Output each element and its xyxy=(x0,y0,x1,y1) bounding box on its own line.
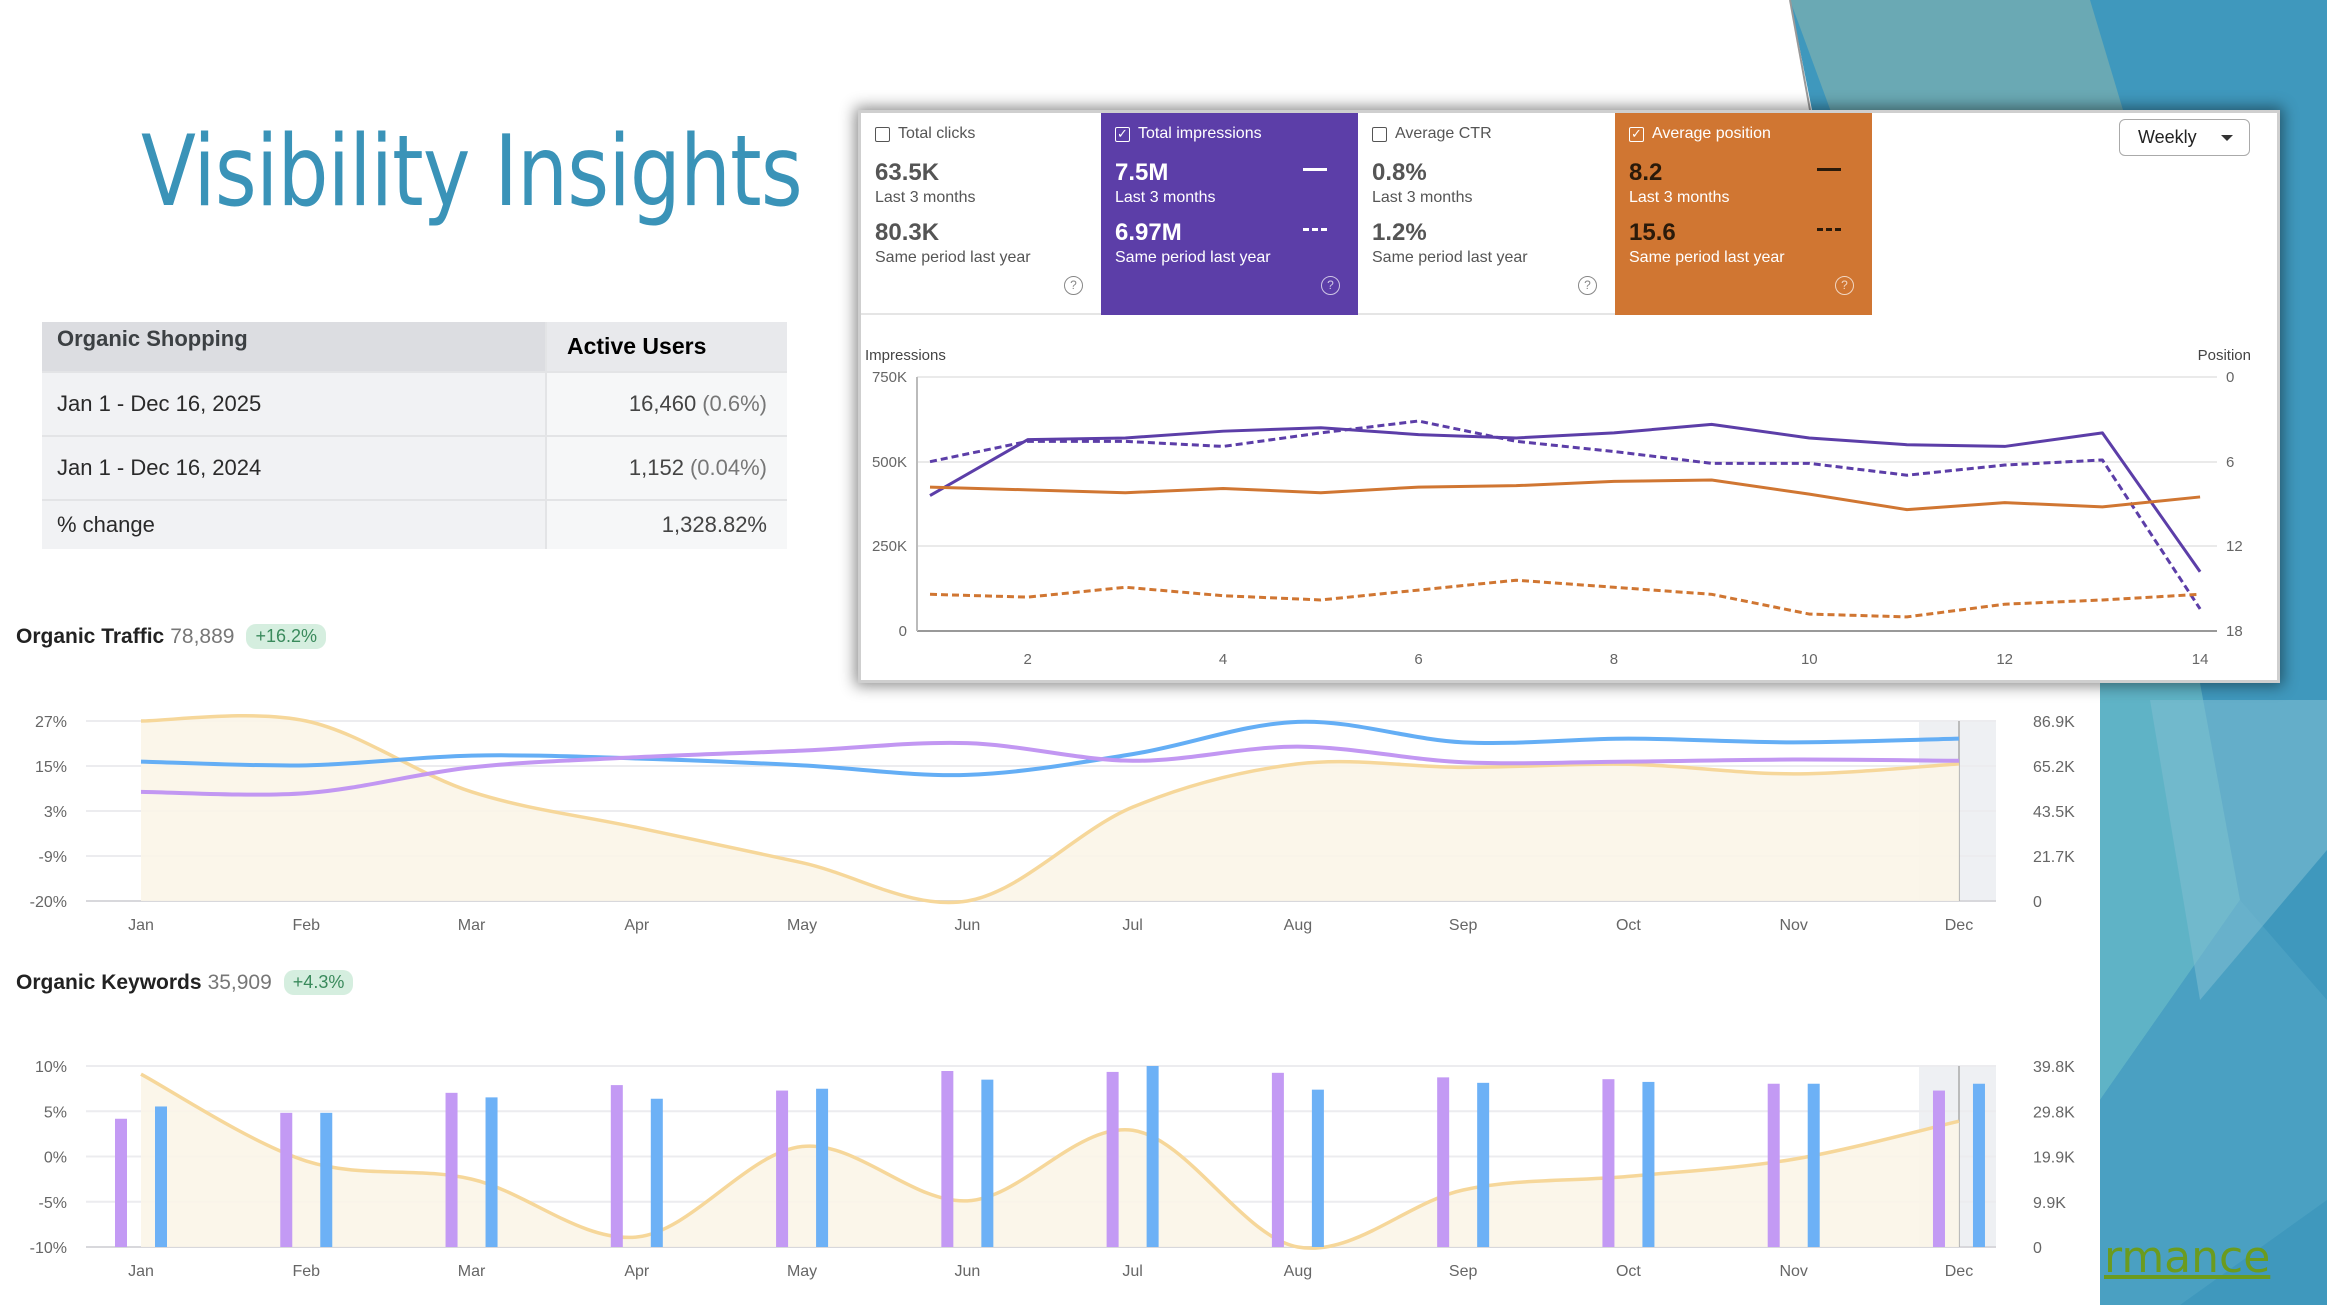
change-badge: +16.2% xyxy=(246,624,327,649)
metric-card-average-position[interactable]: ✓ Average position 8.2 Last 3 months 15.6 Sam… xyxy=(1615,113,1872,315)
row-label: % change xyxy=(42,501,547,549)
metric-label: Total clicks xyxy=(898,125,976,142)
checkbox-icon[interactable] xyxy=(875,126,890,142)
metric-label: Average position xyxy=(1652,125,1771,142)
solid-line-legend-icon xyxy=(1303,168,1327,171)
help-icon[interactable]: ? xyxy=(1835,276,1854,295)
metric-toggle[interactable]: Average CTR xyxy=(1372,125,1492,143)
table-header-row: Organic Shopping Active Users xyxy=(42,322,787,373)
metric-toggle[interactable]: Total clicks xyxy=(875,125,975,143)
column-header-active-users: Active Users xyxy=(547,322,787,371)
checkbox-checked-icon[interactable]: ✓ xyxy=(1115,126,1130,142)
help-icon[interactable]: ? xyxy=(1578,276,1597,295)
checkbox-icon[interactable] xyxy=(1372,126,1387,142)
row-label: Jan 1 - Dec 16, 2024 xyxy=(42,437,547,499)
dashed-line-legend-icon xyxy=(1817,228,1841,231)
organic-keywords-header: Organic Keywords 35,909 +4.3% xyxy=(16,970,354,995)
metric-label: Average CTR xyxy=(1395,125,1492,142)
row-share: (0.04%) xyxy=(689,455,767,480)
metric-period: Last 3 months xyxy=(1629,189,1730,206)
row-value: 16,460 xyxy=(628,391,697,416)
metric-prev-value: 80.3K xyxy=(875,219,940,246)
table-row: % change 1,328.82% xyxy=(42,501,787,549)
help-icon[interactable]: ? xyxy=(1321,276,1340,295)
solid-line-legend-icon xyxy=(1817,168,1841,171)
checkbox-checked-icon[interactable]: ✓ xyxy=(1629,126,1644,142)
metric-value: 63.5K xyxy=(875,159,940,186)
metric-prev-value: 15.6 xyxy=(1629,219,1676,246)
metric-prev-value: 6.97M xyxy=(1115,219,1182,246)
metric-card-total-impressions[interactable]: ✓ Total impressions 7.5M Last 3 months 6.97M… xyxy=(1101,113,1358,315)
metric-prev-period: Same period last year xyxy=(1115,249,1271,266)
change-badge: +4.3% xyxy=(283,970,354,995)
organic-shopping-table: Organic Shopping Active Users Jan 1 - De… xyxy=(42,322,787,549)
chart-total: 78,889 xyxy=(170,624,235,648)
metric-prev-period: Same period last year xyxy=(1372,249,1528,266)
row-value: 1,152 xyxy=(628,455,684,480)
metric-period: Last 3 months xyxy=(1372,189,1473,206)
metric-card-total-clicks[interactable]: Total clicks 63.5K Last 3 months 80.3K Same … xyxy=(861,113,1101,315)
metric-label: Total impressions xyxy=(1138,125,1262,142)
metric-value: 0.8% xyxy=(1372,159,1427,186)
metric-prev-value: 1.2% xyxy=(1372,219,1427,246)
metric-prev-period: Same period last year xyxy=(875,249,1031,266)
row-share: (0.6%) xyxy=(702,391,767,416)
metric-value: 7.5M xyxy=(1115,159,1169,186)
granularity-dropdown[interactable]: Weekly xyxy=(2119,119,2250,156)
organic-traffic-header: Organic Traffic 78,889 +16.2% xyxy=(16,624,327,649)
performance-link[interactable]: rmance xyxy=(2104,1232,2271,1283)
metric-period: Last 3 months xyxy=(875,189,976,206)
metric-card-average-ctr[interactable]: Average CTR 0.8% Last 3 months 1.2% Same per… xyxy=(1358,113,1615,315)
row-value: 1,328.82% xyxy=(661,512,767,537)
search-console-panel: Total clicks 63.5K Last 3 months 80.3K Same … xyxy=(858,110,2280,683)
slide-title: Visibility Insights xyxy=(141,115,803,229)
caret-down-icon xyxy=(2221,135,2233,141)
dashed-line-legend-icon xyxy=(1303,228,1327,231)
column-header-segment: Organic Shopping xyxy=(42,322,547,371)
metric-toggle[interactable]: ✓ Total impressions xyxy=(1115,125,1262,143)
chart-title: Organic Keywords xyxy=(16,970,202,994)
table-row: Jan 1 - Dec 16, 2025 16,460 (0.6%) xyxy=(42,373,787,437)
metric-period: Last 3 months xyxy=(1115,189,1216,206)
row-label: Jan 1 - Dec 16, 2025 xyxy=(42,373,547,435)
chart-total: 35,909 xyxy=(207,970,272,994)
metric-prev-period: Same period last year xyxy=(1629,249,1785,266)
granularity-value: Weekly xyxy=(2138,127,2197,147)
metric-value: 8.2 xyxy=(1629,159,1663,186)
metric-toggle[interactable]: ✓ Average position xyxy=(1629,125,1771,143)
chart-title: Organic Traffic xyxy=(16,624,165,648)
table-row: Jan 1 - Dec 16, 2024 1,152 (0.04%) xyxy=(42,437,787,501)
help-icon[interactable]: ? xyxy=(1064,276,1083,295)
